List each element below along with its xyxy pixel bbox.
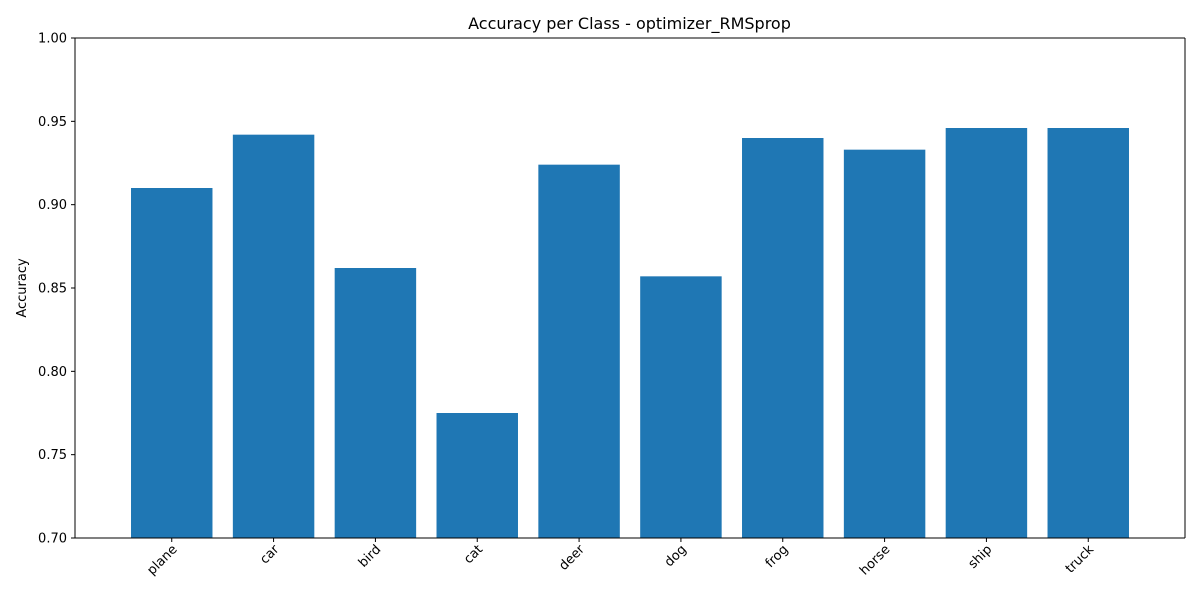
y-tick-label: 1.00: [38, 32, 67, 47]
x-tick-label-ship: ship: [966, 542, 996, 572]
bar-truck: [1047, 128, 1129, 538]
plot-frame: [74, 37, 1186, 539]
x-tick-label-frog: frog: [763, 542, 792, 571]
x-tick-label-plane: plane: [144, 542, 180, 578]
bars-group: [131, 128, 1129, 538]
bar-bird: [334, 268, 417, 538]
x-tick-label-deer: deer: [556, 542, 588, 574]
chart-title: Accuracy per Class - optimizer_RMSprop: [468, 14, 791, 34]
bar-cat: [436, 413, 518, 538]
y-axis-label: Accuracy: [15, 258, 30, 318]
y-tick-label: 0.90: [38, 198, 67, 213]
bar-plane: [131, 188, 213, 538]
bar-car: [232, 134, 315, 538]
y-tick-label: 0.95: [38, 115, 67, 130]
bar-frog: [742, 138, 824, 538]
bar-dog: [640, 276, 722, 538]
y-tick-label: 0.80: [38, 365, 67, 380]
bar-ship: [945, 128, 1028, 538]
x-tick-label-truck: truck: [1063, 542, 1098, 577]
bar-horse: [843, 149, 926, 538]
x-tick-label-car: car: [257, 542, 283, 568]
x-tick-label-cat: cat: [461, 542, 486, 567]
y-tick-label: 0.85: [38, 282, 67, 297]
x-tick-label-bird: bird: [356, 542, 384, 570]
y-axis-ticks: 0.70 0.75 0.80 0.85 0.90 0.95 1.00: [38, 32, 75, 547]
x-tick-label-horse: horse: [857, 542, 893, 578]
y-tick-label: 0.70: [38, 532, 67, 547]
y-tick-label: 0.75: [38, 448, 67, 463]
bar-deer: [538, 164, 620, 538]
x-axis-ticks: plane car bird cat deer dog frog horse ship truck: [144, 538, 1097, 579]
x-tick-label-dog: dog: [662, 542, 690, 570]
